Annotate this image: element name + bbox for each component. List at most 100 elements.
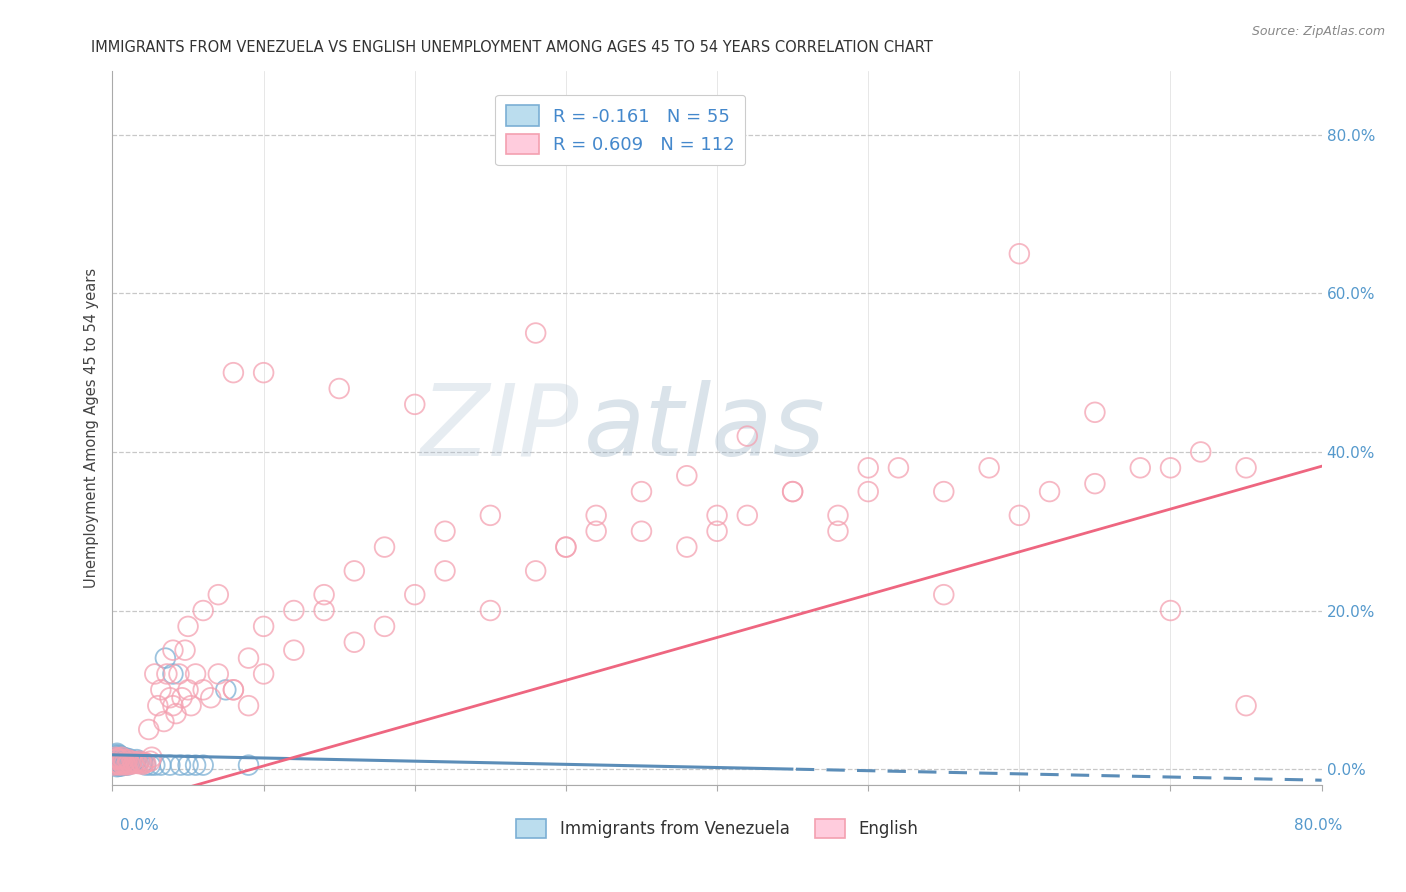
Point (120, 756, 142, 770)
Point (1189, 445, 1212, 459)
Point (524, 326, 547, 340)
Point (112, 757, 135, 772)
Point (107, 755, 129, 769)
Point (134, 756, 156, 770)
Point (1008, 246, 1031, 260)
Point (165, 706, 187, 721)
Point (706, 508, 728, 523)
Point (155, 651, 177, 665)
Point (104, 747, 127, 762)
Point (107, 751, 129, 765)
Point (110, 759, 132, 773)
Point (105, 746, 128, 760)
Point (827, 524, 849, 539)
Point (782, 484, 804, 499)
Point (143, 667, 166, 681)
Point (215, 682, 238, 697)
Point (1084, 405, 1107, 419)
Point (169, 758, 191, 772)
Point (104, 753, 127, 767)
Point (141, 750, 163, 764)
Point (177, 682, 200, 697)
Point (139, 754, 162, 768)
Point (156, 667, 179, 681)
Point (222, 366, 245, 380)
Point (105, 749, 128, 764)
Point (143, 758, 166, 772)
Point (132, 757, 155, 772)
Point (129, 756, 152, 770)
Point (184, 758, 207, 772)
Point (114, 753, 136, 767)
Point (374, 619, 396, 633)
Point (162, 643, 184, 657)
Point (314, 588, 336, 602)
Point (107, 747, 129, 762)
Point (107, 759, 129, 773)
Point (108, 748, 131, 763)
Point (105, 753, 128, 767)
Point (117, 757, 139, 772)
Point (104, 756, 127, 770)
Point (585, 508, 607, 523)
Point (107, 756, 129, 771)
Point (104, 758, 127, 772)
Point (479, 603, 502, 617)
Point (162, 667, 184, 681)
Point (149, 682, 172, 697)
Point (238, 651, 260, 665)
Point (108, 758, 131, 772)
Point (191, 682, 214, 697)
Point (108, 759, 131, 773)
Point (524, 564, 547, 578)
Point (159, 690, 181, 705)
Text: 80.0%: 80.0% (1295, 818, 1343, 832)
Point (118, 756, 141, 770)
Point (112, 758, 135, 772)
Point (117, 753, 139, 767)
Point (1159, 460, 1181, 475)
Point (132, 756, 155, 770)
Point (115, 757, 138, 772)
Point (191, 758, 214, 772)
Point (374, 540, 396, 554)
Point (118, 752, 141, 766)
Point (675, 468, 697, 483)
Point (1129, 460, 1152, 475)
Point (122, 756, 145, 771)
Point (554, 540, 576, 554)
Point (238, 758, 260, 772)
Point (120, 757, 142, 772)
Point (283, 643, 305, 657)
Point (343, 564, 366, 578)
Point (103, 753, 125, 767)
Point (343, 635, 366, 649)
Point (433, 564, 456, 578)
Point (177, 619, 200, 633)
Text: Source: ZipAtlas.com: Source: ZipAtlas.com (1251, 25, 1385, 38)
Point (128, 754, 150, 768)
Point (782, 484, 804, 499)
Point (479, 508, 502, 523)
Point (110, 750, 132, 764)
Point (105, 752, 128, 766)
Point (108, 753, 131, 767)
Point (135, 756, 157, 770)
Point (170, 690, 193, 705)
Point (127, 756, 149, 771)
Point (932, 484, 955, 499)
Point (112, 754, 135, 768)
Point (180, 698, 202, 713)
Point (125, 756, 148, 770)
Point (115, 758, 138, 772)
Point (115, 751, 138, 765)
Point (238, 698, 260, 713)
Point (124, 755, 146, 769)
Point (887, 460, 910, 475)
Point (103, 758, 125, 772)
Point (110, 755, 132, 769)
Point (153, 714, 176, 729)
Point (253, 619, 276, 633)
Point (404, 397, 426, 411)
Point (1159, 603, 1181, 617)
